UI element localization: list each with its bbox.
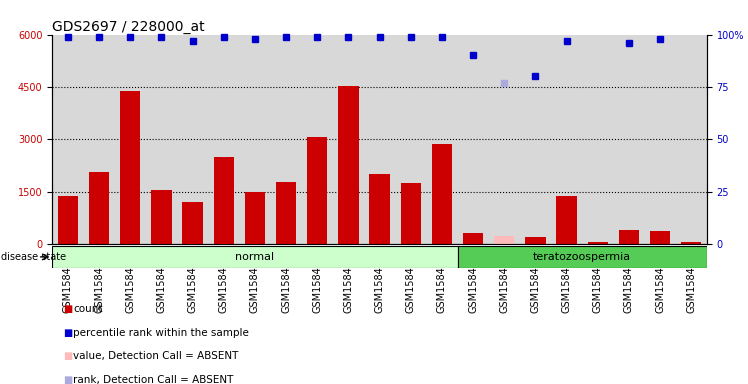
Bar <box>120 91 141 244</box>
Bar <box>619 230 639 244</box>
Text: value, Detection Call = ABSENT: value, Detection Call = ABSENT <box>73 351 239 361</box>
Bar <box>89 172 109 244</box>
Bar <box>588 242 608 244</box>
Bar <box>432 144 452 244</box>
Bar <box>681 242 702 244</box>
Bar <box>650 230 670 244</box>
Bar <box>183 202 203 244</box>
Bar <box>307 137 328 244</box>
Text: GDS2697 / 228000_at: GDS2697 / 228000_at <box>52 20 205 33</box>
Text: ■: ■ <box>64 304 73 314</box>
Bar <box>151 190 171 244</box>
Bar <box>214 157 234 244</box>
Text: normal: normal <box>236 252 275 262</box>
Bar <box>458 246 707 268</box>
Bar <box>276 182 296 244</box>
Bar <box>370 174 390 244</box>
Text: ■: ■ <box>64 328 73 338</box>
Bar <box>463 233 483 244</box>
Bar <box>494 236 515 244</box>
Text: disease state: disease state <box>1 252 66 262</box>
Text: ■: ■ <box>64 351 73 361</box>
Text: ■: ■ <box>64 375 73 384</box>
Bar <box>525 237 545 244</box>
Bar <box>52 246 458 268</box>
Bar <box>58 196 78 244</box>
Text: teratozoospermia: teratozoospermia <box>533 252 631 262</box>
Text: percentile rank within the sample: percentile rank within the sample <box>73 328 249 338</box>
Bar <box>557 196 577 244</box>
Text: rank, Detection Call = ABSENT: rank, Detection Call = ABSENT <box>73 375 233 384</box>
Text: count: count <box>73 304 102 314</box>
Bar <box>245 192 265 244</box>
Bar <box>401 183 421 244</box>
Bar <box>338 86 358 244</box>
